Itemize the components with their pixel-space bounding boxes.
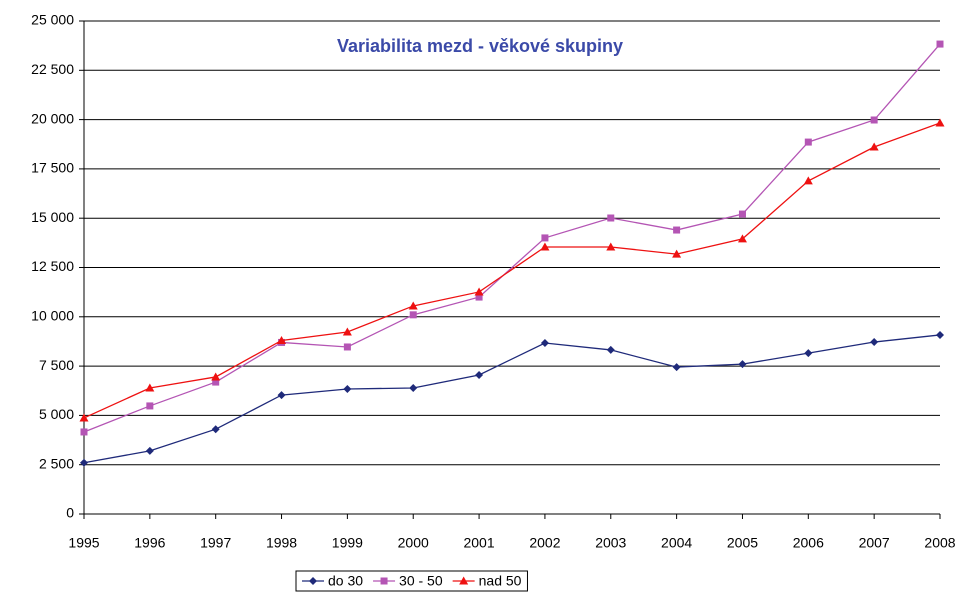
- marker: [935, 118, 945, 127]
- marker: [737, 234, 747, 243]
- y-tick-label: 0: [66, 505, 74, 521]
- y-tick-label: 17 500: [31, 160, 74, 176]
- marker: [474, 287, 484, 296]
- marker: [80, 458, 88, 467]
- y-tick-label: 10 000: [31, 308, 74, 324]
- y-tick-label: 12 500: [31, 258, 74, 274]
- marker: [409, 311, 417, 319]
- marker: [277, 391, 286, 400]
- marker: [607, 214, 615, 222]
- series-line: [83, 334, 941, 464]
- marker: [738, 360, 747, 369]
- marker: [869, 142, 879, 151]
- marker: [936, 330, 944, 339]
- marker: [277, 335, 287, 344]
- marker: [79, 413, 89, 422]
- marker: [673, 226, 681, 234]
- marker: [738, 210, 746, 218]
- marker: [309, 577, 317, 585]
- marker: [672, 363, 681, 372]
- legend-label: do 30: [328, 573, 363, 589]
- chart-title: Variabilita mezd - věkové skupiny: [337, 36, 623, 56]
- legend-label: 30 - 50: [399, 573, 443, 589]
- marker: [606, 242, 616, 251]
- marker: [459, 576, 469, 585]
- y-tick-label: 20 000: [31, 110, 74, 126]
- marker: [541, 234, 549, 242]
- marker: [870, 116, 878, 124]
- y-tick-label: 2 500: [39, 455, 74, 471]
- marker: [803, 176, 813, 185]
- legend: do 30 30 - 50 nad 50: [295, 570, 528, 592]
- x-tick-label: 2004: [661, 535, 692, 551]
- marker: [408, 301, 418, 310]
- marker: [475, 370, 484, 379]
- x-tick-label: 1996: [134, 535, 165, 551]
- marker: [211, 425, 220, 434]
- x-tick-label: 2005: [727, 535, 758, 551]
- x-tick-label: 2000: [398, 535, 429, 551]
- marker: [145, 383, 155, 392]
- marker: [342, 327, 352, 336]
- marker: [409, 383, 418, 392]
- x-tick-label: 2008: [924, 535, 955, 551]
- marker: [540, 242, 550, 251]
- marker: [804, 138, 812, 146]
- x-tick-label: 2006: [793, 535, 824, 551]
- marker: [540, 339, 549, 348]
- marker: [343, 343, 351, 351]
- x-tick-label: 1995: [68, 535, 99, 551]
- x-tick-label: 1999: [332, 535, 363, 551]
- x-tick-label: 2007: [859, 535, 890, 551]
- marker: [870, 338, 879, 347]
- x-tick-label: 2001: [463, 535, 494, 551]
- x-tick-label: 2002: [529, 535, 560, 551]
- marker: [475, 293, 483, 301]
- marker: [80, 428, 88, 436]
- marker: [380, 577, 388, 585]
- marker: [936, 40, 944, 48]
- marker: [212, 378, 220, 386]
- y-tick-label: 15 000: [31, 209, 74, 225]
- y-tick-label: 25 000: [31, 12, 74, 28]
- x-tick-label: 1998: [266, 535, 297, 551]
- marker: [804, 349, 813, 358]
- marker: [146, 402, 154, 410]
- marker: [211, 372, 221, 381]
- marker: [343, 384, 352, 393]
- series-line: [83, 122, 941, 419]
- legend-label: nad 50: [479, 573, 522, 589]
- marker: [606, 345, 615, 354]
- marker: [672, 249, 682, 258]
- marker: [145, 446, 154, 455]
- y-tick-label: 5 000: [39, 406, 74, 422]
- x-tick-label: 1997: [200, 535, 231, 551]
- legend-box: [295, 570, 528, 592]
- y-tick-label: 7 500: [39, 357, 74, 373]
- x-tick-label: 2003: [595, 535, 626, 551]
- y-tick-label: 22 500: [31, 61, 74, 77]
- series-line: [83, 43, 941, 433]
